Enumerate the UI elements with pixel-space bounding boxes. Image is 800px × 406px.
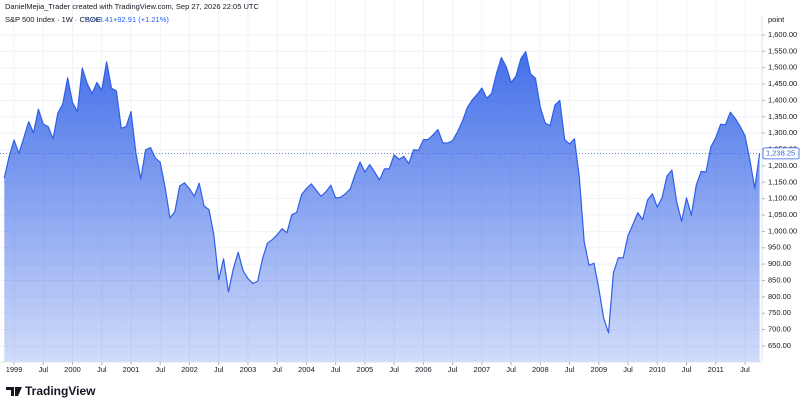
x-tick-label: 1999 bbox=[6, 365, 23, 374]
x-tick-label: 2008 bbox=[532, 365, 549, 374]
y-tick-label: 1,550.00 bbox=[768, 46, 797, 55]
y-tick-label: 1,000.00 bbox=[768, 226, 797, 235]
area-fill bbox=[4, 51, 760, 362]
change: +92.91 (+1.21%) bbox=[113, 15, 169, 24]
area-line bbox=[3, 51, 761, 334]
y-tick-label: 1,500.00 bbox=[768, 63, 797, 72]
y-tick-label: 1,150.00 bbox=[768, 177, 797, 186]
y-tick-label: 1,350.00 bbox=[768, 112, 797, 121]
logo-text: TradingView bbox=[25, 384, 96, 398]
x-tick-label: Jul bbox=[97, 365, 107, 374]
x-tick-label: 2003 bbox=[240, 365, 257, 374]
y-tick-label: 850.00 bbox=[768, 275, 791, 284]
y-tick-label: 1,600.00 bbox=[768, 30, 797, 39]
y-tick-label: 1,400.00 bbox=[768, 95, 797, 104]
x-tick-label: Jul bbox=[214, 365, 224, 374]
last-price-box bbox=[762, 147, 800, 160]
x-tick-label: 2001 bbox=[123, 365, 140, 374]
last-price-label: 1,238.25 bbox=[766, 148, 795, 157]
y-tick-label: 1,450.00 bbox=[768, 79, 797, 88]
logo-icon bbox=[6, 387, 22, 396]
y-tick-label: 650.00 bbox=[768, 341, 791, 350]
y-tick-label: 1,200.00 bbox=[768, 161, 797, 170]
x-tick-label: 2000 bbox=[64, 365, 81, 374]
y-tick-label: 1,300.00 bbox=[768, 128, 797, 137]
x-tick-label: Jul bbox=[448, 365, 458, 374]
y-tick-label: 750.00 bbox=[768, 308, 791, 317]
credit: DanielMejia_Trader created with TradingV… bbox=[5, 2, 259, 11]
y-tick-label: 900.00 bbox=[768, 259, 791, 268]
y-tick-label: 1,050.00 bbox=[768, 210, 797, 219]
x-tick-label: Jul bbox=[682, 365, 692, 374]
x-tick-label: Jul bbox=[331, 365, 341, 374]
x-tick-label: 2002 bbox=[181, 365, 198, 374]
y-tick-label: 800.00 bbox=[768, 292, 791, 301]
x-tick-label: Jul bbox=[272, 365, 282, 374]
x-tick-label: 2009 bbox=[590, 365, 607, 374]
x-tick-label: 2005 bbox=[357, 365, 374, 374]
x-tick-label: 2004 bbox=[298, 365, 315, 374]
x-tick-label: 2011 bbox=[708, 365, 724, 374]
price: 7,743.41 bbox=[84, 15, 113, 24]
x-tick-label: Jul bbox=[565, 365, 575, 374]
x-tick-label: 2006 bbox=[415, 365, 432, 374]
x-tick-label: 2007 bbox=[474, 365, 491, 374]
x-tick-label: 2010 bbox=[649, 365, 666, 374]
x-tick-label: Jul bbox=[38, 365, 48, 374]
y-tick-label: 950.00 bbox=[768, 243, 791, 252]
y-tick-label: 700.00 bbox=[768, 325, 791, 334]
x-tick-label: Jul bbox=[623, 365, 633, 374]
x-tick-label: Jul bbox=[389, 365, 399, 374]
x-tick-label: Jul bbox=[155, 365, 165, 374]
y-tick-label: 1,100.00 bbox=[768, 194, 797, 203]
logo: TradingView bbox=[6, 384, 96, 398]
plot-area bbox=[3, 51, 761, 362]
y-axis-label: point bbox=[768, 15, 785, 24]
chart-title: S&P 500 Index · 1W · CBOE bbox=[5, 15, 101, 24]
x-tick-label: Jul bbox=[740, 365, 750, 374]
x-tick-label: Jul bbox=[506, 365, 516, 374]
